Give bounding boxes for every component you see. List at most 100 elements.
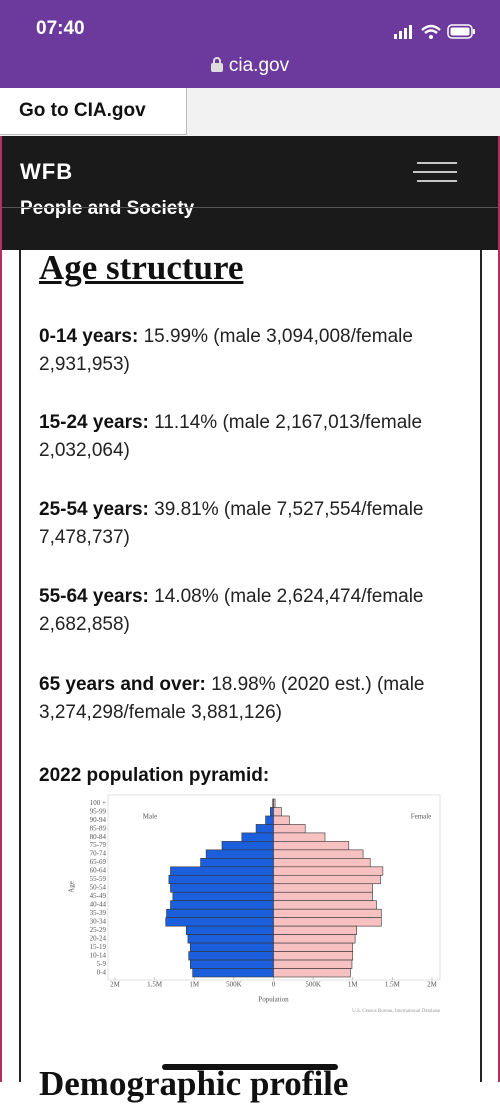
bar [270,807,274,817]
y-tick-label: 50-54 [90,884,107,892]
y-tick-label: 10-14 [90,951,107,959]
url[interactable]: cia.gov [0,55,500,77]
top-bar: Go to CIA.gov [0,88,500,136]
entry-text: 15.99% (male 3,094,008/female 2,931,953) [39,326,413,375]
entry-text: 11.14% (male 2,167,013/female 2,032,064) [39,412,423,461]
y-axis-label: Age [68,881,76,893]
bar [273,917,382,927]
bar [188,951,274,961]
y-tick-label: 70-74 [90,850,107,858]
header: WFB People and Society [0,136,500,250]
bar [221,841,274,851]
entry-label: 0-14 years: [39,326,139,347]
x-tick-label: 500K [305,981,321,989]
bar [241,832,274,842]
y-tick-label: 15-19 [90,943,107,951]
plot-frame [107,794,441,981]
bar [273,891,373,902]
x-axis-label: Population [258,996,289,1004]
legend-label: Female [411,813,432,821]
bar [273,934,356,944]
entry-text: 18.98% (2020 est.) (male 3,274,298/femal… [39,674,425,723]
y-tick-label: 95-99 [90,807,107,815]
bar [273,883,373,893]
menu-button[interactable] [413,160,459,184]
edge [0,136,2,1082]
entry-label: 65 years and over: [39,674,206,695]
bar [187,934,274,944]
bar [273,858,371,868]
entry-text: 14.08% (male 2,624,474/female 2,682,858) [39,586,424,635]
divider [0,207,500,208]
bar [189,959,274,969]
bar [273,951,354,961]
bar [273,968,351,978]
source: U.S. Census Bureau, International Databa… [352,1009,441,1014]
entry: 25-54 years: 39.81% (male 7,527,554/fema… [39,496,439,552]
time: 07:40 [36,18,85,39]
y-tick-label: 90-94 [90,816,107,824]
status-bar: 07:40 cia.gov [0,0,500,88]
chart-title: 2022 population pyramid: [39,765,270,786]
bar [170,900,274,910]
y-tick-label: 60-64 [90,867,107,875]
x-tick-label: 1M [348,981,359,989]
lock-icon [210,57,223,72]
entry: 15-24 years: 11.14% (male 2,167,013/fema… [39,409,439,465]
go-to-link[interactable]: Go to CIA.gov [0,88,187,135]
x-tick-label: 0 [272,981,276,989]
bar [166,908,274,918]
x-tick-label: 2M [427,981,438,989]
x-tick-label: 500K [226,981,242,989]
y-tick-label: 80-84 [90,833,107,841]
bar [205,849,274,859]
bar [273,959,353,969]
y-tick-label: 30-34 [90,918,107,926]
bar [255,824,274,834]
logo[interactable]: WFB [20,159,74,184]
bar [168,874,274,885]
bar [189,942,274,952]
x-tick-label: 1M [189,981,200,989]
bar [273,874,381,885]
next-section-title: Demographic profile [39,1064,349,1103]
bar [273,807,282,817]
bar [273,798,276,808]
y-tick-label: 35-39 [90,909,107,917]
entry: 65 years and over: 18.98% (2020 est.) (m… [39,671,439,727]
y-tick-label: 55-59 [90,875,107,883]
bar [273,942,354,952]
home-indicator [162,1064,338,1070]
y-tick-label: 45-49 [90,892,107,900]
bar [170,883,274,893]
bar [200,858,274,868]
bar [273,908,382,918]
y-tick-label: 20-24 [90,934,107,942]
entry: 0-14 years: 15.99% (male 3,094,008/femal… [39,323,439,379]
y-tick-label: 100 + [90,799,106,807]
entry: 55-64 years: 14.08% (male 2,624,474/fema… [39,583,439,639]
y-tick-label: 0-4 [97,968,107,976]
x-tick-label: 1.5M [385,981,401,989]
x-tick-label: 2M [110,981,121,989]
frame-line [19,250,21,1082]
bar [273,841,350,851]
bar [273,849,364,859]
frame-line [480,250,482,1082]
section-title: Age structure [39,248,244,287]
status-icons [394,24,475,39]
edge [498,136,500,1082]
entry-label: 15-24 years: [39,412,149,433]
pyramid-chart: 2M 1.5M 1M 500K 0 500K 1M 1.5M 2M 100 +95-9990-94… [68,794,441,1014]
y-tick-label: 85-89 [90,824,107,832]
bar [273,824,306,834]
entry-label: 55-64 years: [39,586,149,607]
bar [165,917,274,927]
bar [170,866,274,876]
bar [273,815,290,825]
bar [265,815,274,825]
url-text: cia.gov [228,55,290,76]
entry-text: 39.81% (male 7,527,554/female 7,478,737) [39,499,424,548]
y-tick-label: 5-9 [97,960,107,968]
